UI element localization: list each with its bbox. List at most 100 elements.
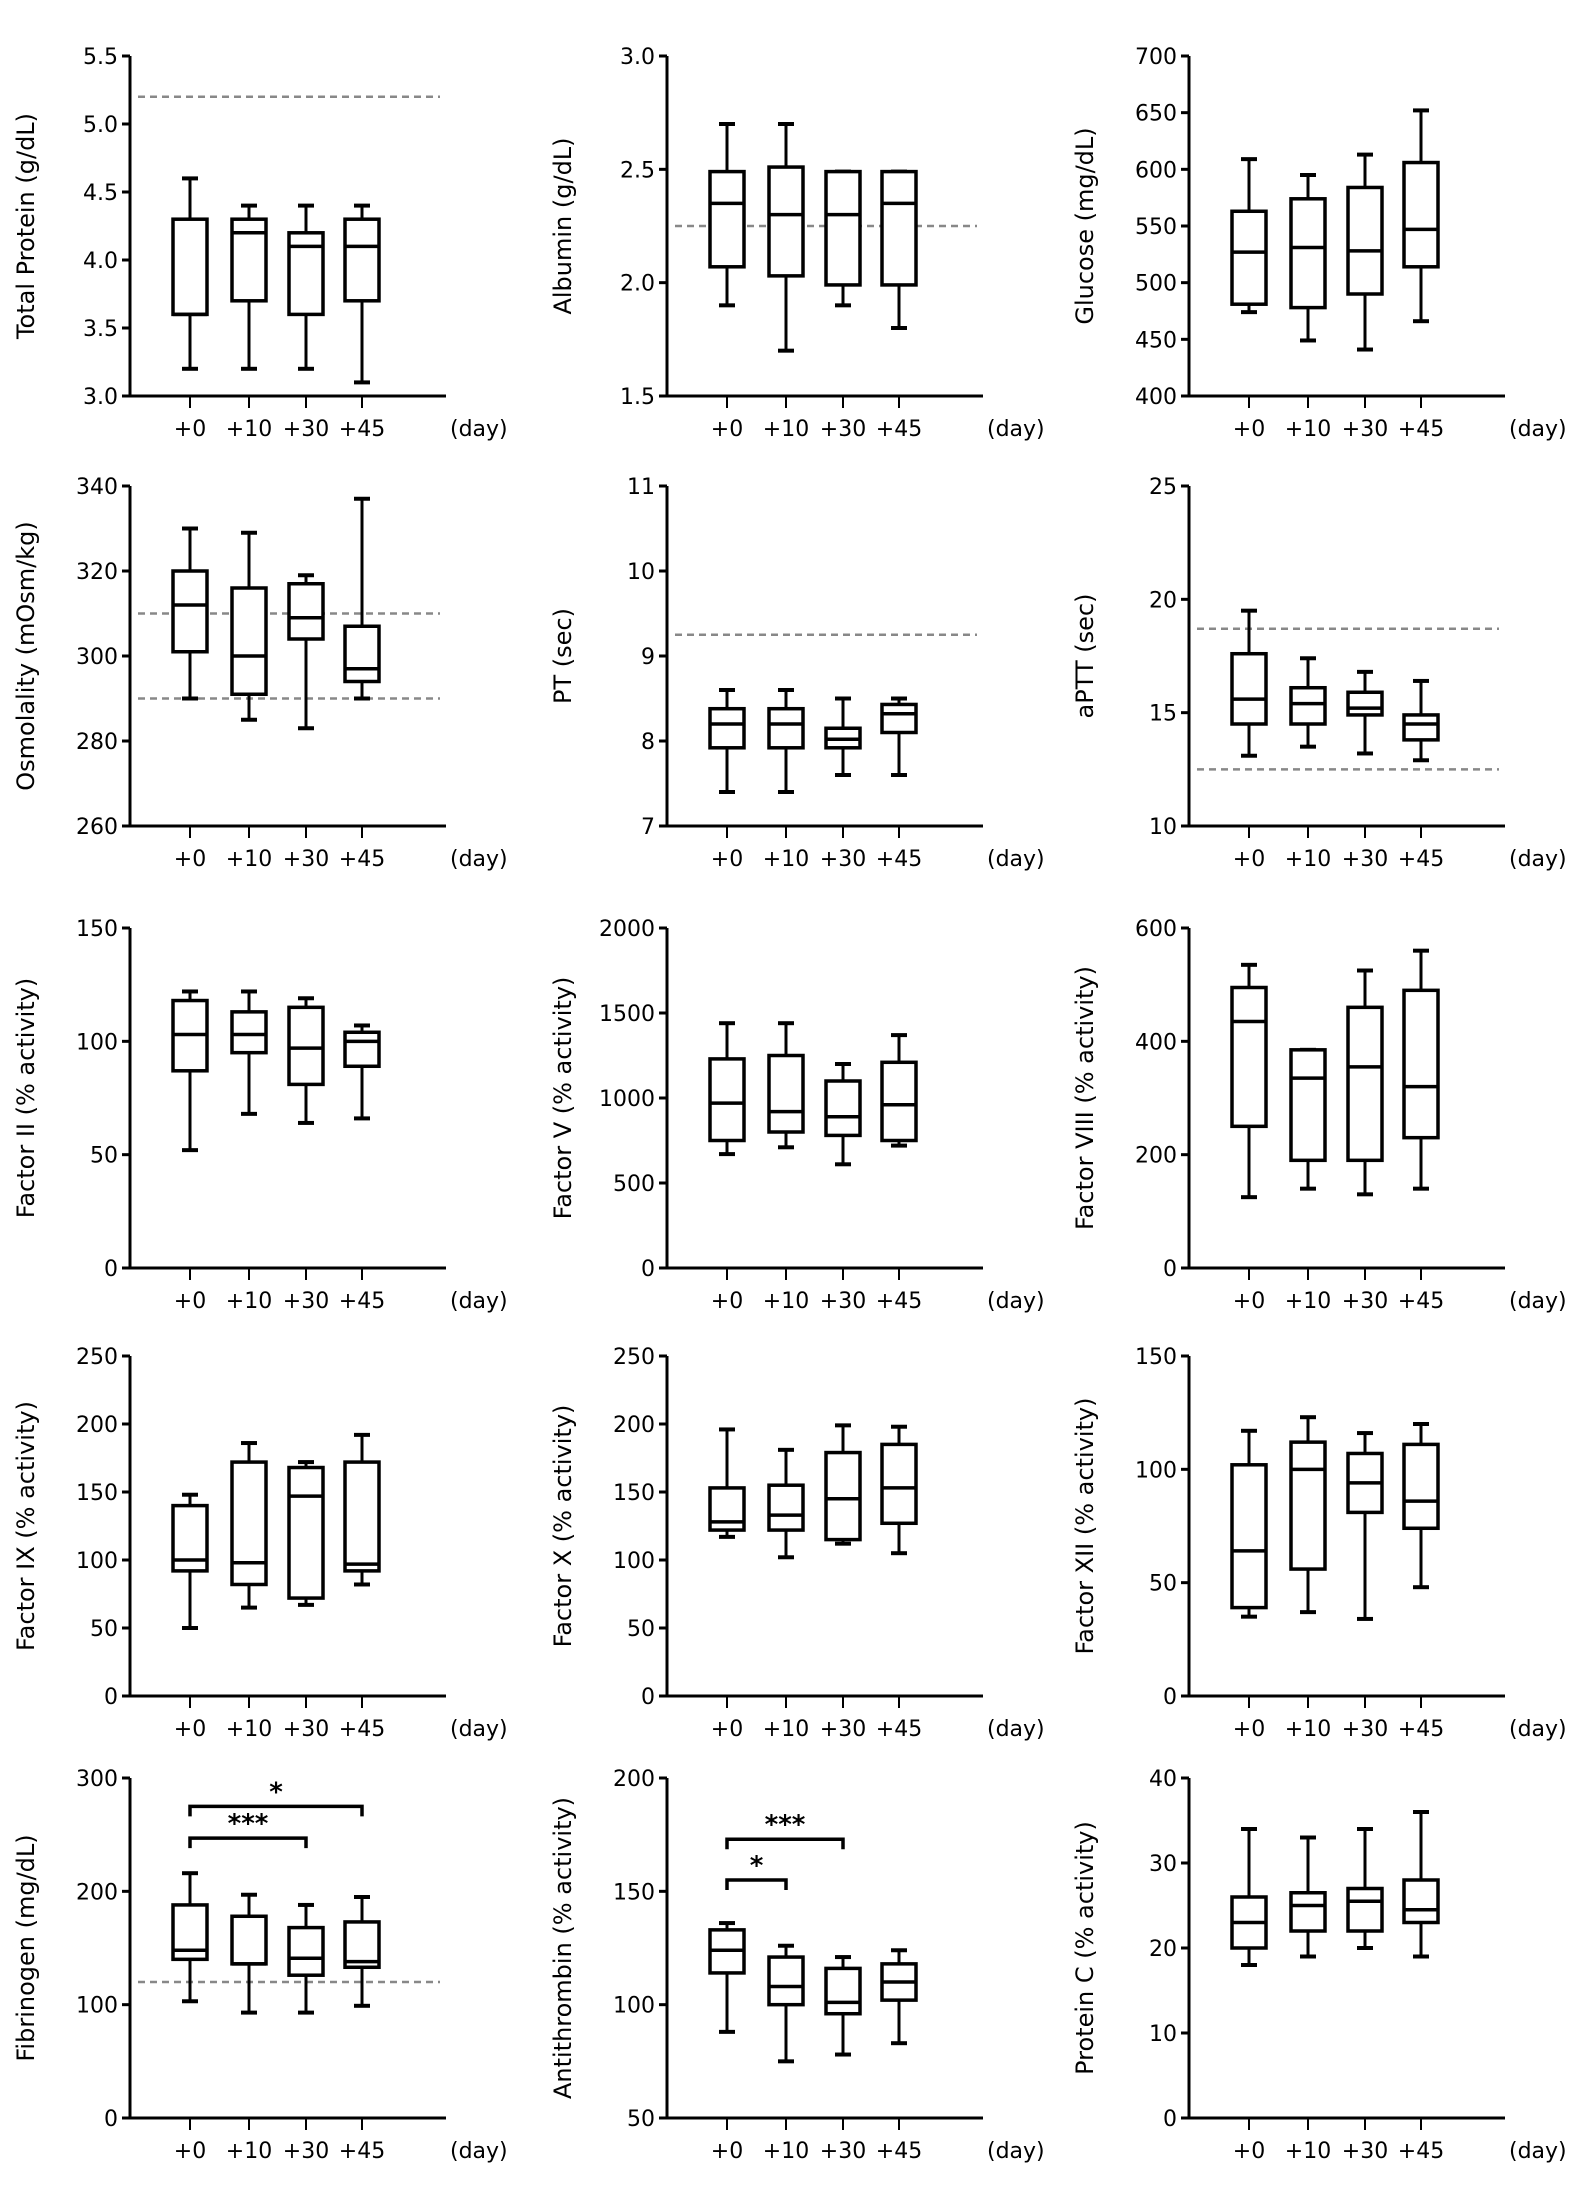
box-iqr (824, 1079, 862, 1138)
y-tick-label: 20 (1149, 588, 1177, 613)
y-tick-label: 50 (1149, 1572, 1177, 1597)
x-tick-label: +30 (1342, 1289, 1388, 1314)
box-iqr (1289, 685, 1327, 726)
y-tick-label: 0 (641, 1685, 655, 1710)
box-iqr (343, 1030, 381, 1069)
x-tick-label: +0 (174, 2139, 206, 2164)
y-tick-label: 100 (76, 1030, 118, 1055)
x-unit-label: (day) (450, 2139, 508, 2164)
x-tick-label: +30 (1342, 847, 1388, 872)
x-tick-label: +45 (1398, 847, 1444, 872)
x-tick-label: +30 (820, 417, 866, 442)
box-iqr (287, 1005, 325, 1087)
y-tick-label: 25 (1149, 475, 1177, 500)
y-axis-label: Fibrinogen (mg/dL) (12, 1834, 40, 2061)
box-iqr (171, 217, 209, 317)
significance-label: * (269, 1777, 283, 1807)
box-iqr (708, 1486, 746, 1532)
x-unit-label: (day) (987, 1717, 1045, 1742)
x-tick-label: +30 (820, 847, 866, 872)
box-iqr (824, 1966, 862, 2016)
y-tick-label: 40 (1149, 1767, 1177, 1792)
box-iqr (287, 1465, 325, 1600)
y-tick-label: 450 (1135, 328, 1177, 353)
y-tick-label: 250 (76, 1345, 118, 1370)
x-tick-label: +45 (1398, 417, 1444, 442)
y-tick-label: 0 (104, 2107, 118, 2132)
box-iqr (343, 1460, 381, 1573)
x-unit-label: (day) (1509, 2139, 1567, 2164)
box-iqr (767, 165, 805, 278)
y-tick-label: 600 (1135, 158, 1177, 183)
box-iqr (708, 1057, 746, 1143)
x-tick-label: +45 (1398, 1717, 1444, 1742)
y-tick-label: 650 (1135, 102, 1177, 127)
y-tick-label: 150 (76, 1481, 118, 1506)
chart-panel: 0 50 100 150 Factor XII (% activity) +0 +10 +30… (1071, 1345, 1567, 1742)
x-tick-label: +30 (283, 1717, 329, 1742)
x-tick-label: +0 (1233, 847, 1265, 872)
box-iqr (1289, 1440, 1327, 1571)
box-iqr (880, 169, 918, 287)
y-tick-label: 3.0 (620, 45, 655, 70)
chart-panel: 3.0 3.5 4.0 4.5 5.0 5.5 Total Protein (g/dL) +0… (12, 45, 508, 442)
x-unit-label: (day) (987, 1289, 1045, 1314)
x-tick-label: +45 (339, 1289, 385, 1314)
y-axis-label: aPTT (sec) (1071, 594, 1099, 719)
box-iqr (1346, 690, 1384, 717)
x-tick-label: +30 (1342, 2139, 1388, 2164)
y-tick-label: 10 (1149, 2022, 1177, 2047)
y-tick-label: 50 (90, 1144, 118, 1169)
y-tick-label: 0 (104, 1685, 118, 1710)
y-tick-label: 700 (1135, 45, 1177, 70)
significance-label: *** (228, 1809, 269, 1839)
y-tick-label: 2.5 (620, 158, 655, 183)
box-iqr (1402, 1442, 1440, 1531)
y-tick-label: 0 (1163, 1257, 1177, 1282)
y-tick-label: 11 (627, 475, 655, 500)
chart-panel: 260 280 300 320 340 Osmolality (mOsm/kg) +0 +10… (12, 475, 508, 872)
significance-bracket (188, 1836, 308, 1849)
y-tick-label: 150 (613, 1880, 655, 1905)
x-tick-label: +0 (174, 847, 206, 872)
y-axis-label: Factor XII (% activity) (1071, 1398, 1099, 1655)
box-iqr (708, 169, 746, 269)
x-tick-label: +10 (763, 1717, 809, 1742)
y-axis-label: Factor X (% activity) (549, 1405, 577, 1648)
chart-panel: 0 200 400 600 Factor VIII (% activity) +0 +10 +… (1071, 917, 1567, 1314)
y-tick-label: 2000 (599, 917, 655, 942)
chart-panel: 0 50 100 150 Factor II (% activity) +0 +10 +30 +… (12, 917, 508, 1314)
x-tick-label: +10 (1285, 2139, 1331, 2164)
box-iqr (880, 702, 918, 735)
y-axis-label: Factor V (% activity) (549, 977, 577, 1220)
x-tick-label: +30 (283, 417, 329, 442)
box-iqr (1346, 185, 1384, 296)
x-unit-label: (day) (450, 1289, 508, 1314)
box-iqr (767, 1955, 805, 2007)
x-unit-label: (day) (987, 2139, 1045, 2164)
y-tick-label: 250 (613, 1345, 655, 1370)
y-axis-label: Antithrombin (% activity) (549, 1797, 577, 2099)
y-tick-label: 280 (76, 730, 118, 755)
y-tick-label: 100 (613, 1994, 655, 2019)
x-tick-label: +10 (226, 1289, 272, 1314)
box-iqr (1289, 1048, 1327, 1163)
y-tick-label: 100 (76, 1994, 118, 2019)
y-tick-label: 500 (1135, 272, 1177, 297)
box-iqr (1230, 1463, 1268, 1610)
x-tick-label: +30 (283, 2139, 329, 2164)
significance-bracket (725, 1837, 845, 1850)
y-tick-label: 50 (627, 1617, 655, 1642)
x-tick-label: +10 (763, 1289, 809, 1314)
x-unit-label: (day) (1509, 417, 1567, 442)
x-tick-label: +30 (820, 1717, 866, 1742)
y-axis-label: Protein C (% activity) (1071, 1821, 1099, 2075)
x-tick-label: +30 (1342, 417, 1388, 442)
x-tick-label: +0 (711, 847, 743, 872)
chart-panel: 0 50 100 150 200 250 Factor X (% activity) +0 +1… (549, 1345, 1045, 1742)
y-tick-label: 15 (1149, 702, 1177, 727)
significance-label: *** (765, 1810, 806, 1840)
box-iqr (767, 1053, 805, 1134)
x-tick-label: +10 (763, 417, 809, 442)
